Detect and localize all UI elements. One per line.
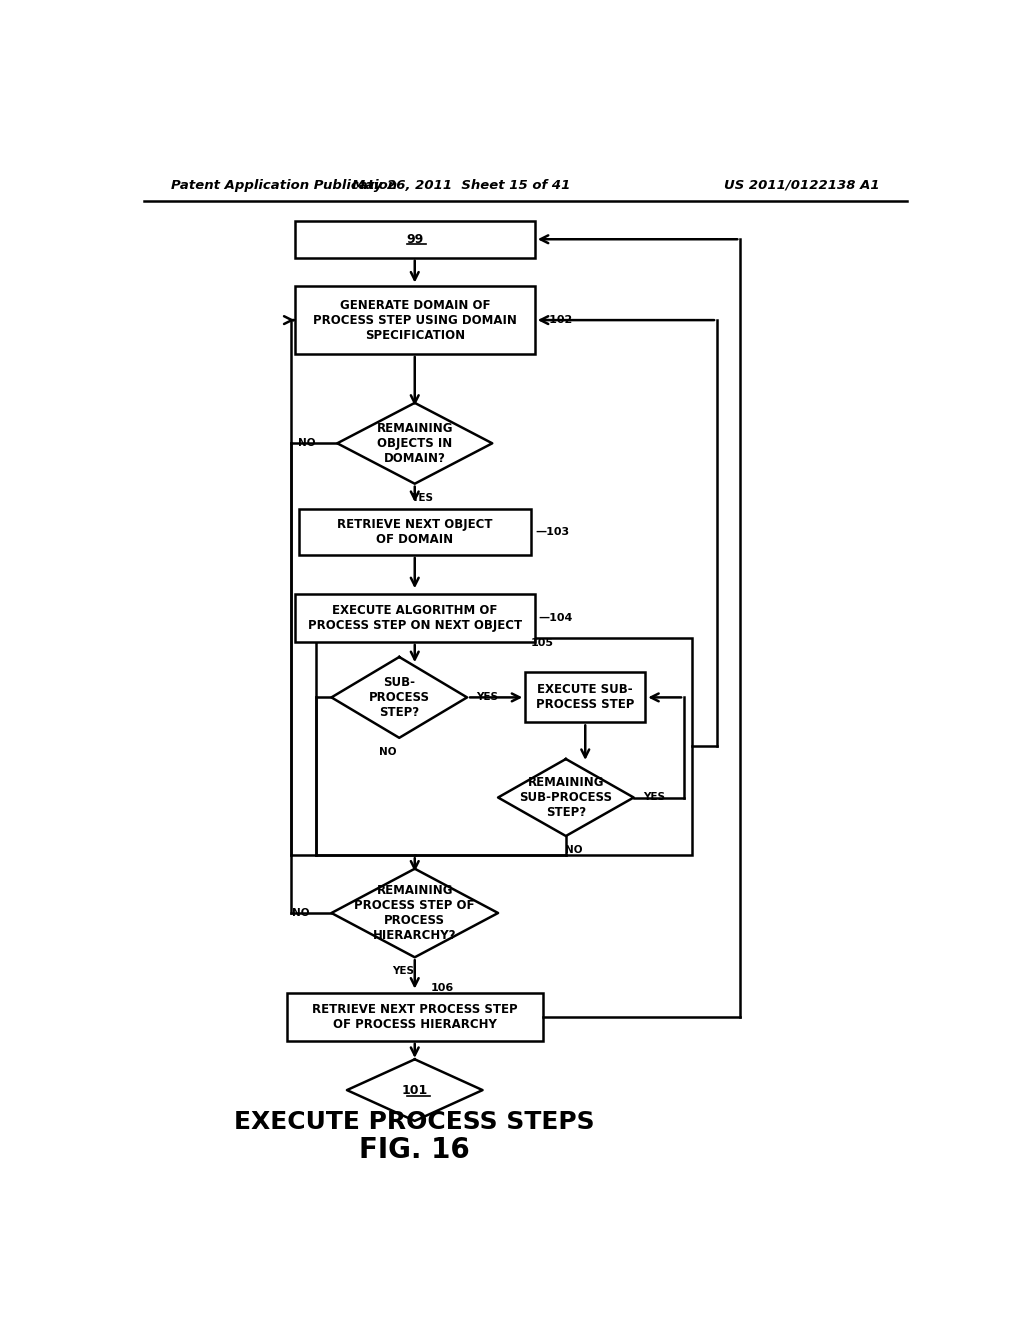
Text: REMAINING
SUB-PROCESS
STEP?: REMAINING SUB-PROCESS STEP? (519, 776, 612, 818)
Bar (295, 594, 535, 642)
Bar (295, 286, 535, 354)
Text: RETRIEVE NEXT OBJECT
OF DOMAIN: RETRIEVE NEXT OBJECT OF DOMAIN (337, 517, 493, 546)
Bar (316, 638, 692, 855)
Polygon shape (347, 1059, 482, 1121)
Text: NO: NO (298, 438, 315, 449)
Text: May 26, 2011  Sheet 15 of 41: May 26, 2011 Sheet 15 of 41 (352, 178, 570, 191)
Text: GENERATE DOMAIN OF
PROCESS STEP USING DOMAIN
SPECIFICATION: GENERATE DOMAIN OF PROCESS STEP USING DO… (312, 298, 517, 342)
Bar (295, 220, 535, 257)
Bar (287, 993, 543, 1040)
Text: YES: YES (412, 492, 433, 503)
Bar (525, 672, 645, 722)
Text: FIG. 16: FIG. 16 (359, 1137, 470, 1164)
Text: RETRIEVE NEXT PROCESS STEP
OF PROCESS HIERARCHY: RETRIEVE NEXT PROCESS STEP OF PROCESS HI… (312, 1003, 517, 1031)
Text: Patent Application Publication: Patent Application Publication (171, 178, 396, 191)
Polygon shape (337, 403, 493, 483)
Text: US 2011/0122138 A1: US 2011/0122138 A1 (724, 178, 880, 191)
Text: 105: 105 (531, 639, 554, 648)
Text: NO: NO (379, 747, 396, 756)
Text: NO: NO (565, 845, 583, 855)
Text: 101: 101 (401, 1084, 428, 1097)
Text: YES: YES (643, 792, 665, 803)
Bar (299, 508, 531, 554)
Text: —104: —104 (539, 612, 573, 623)
Text: NO: NO (292, 908, 309, 917)
Polygon shape (332, 657, 467, 738)
Text: EXECUTE ALGORITHM OF
PROCESS STEP ON NEXT OBJECT: EXECUTE ALGORITHM OF PROCESS STEP ON NEX… (307, 605, 522, 632)
Polygon shape (332, 869, 498, 957)
Text: —103: —103 (535, 527, 569, 537)
Polygon shape (498, 759, 634, 836)
Text: —102: —102 (539, 315, 573, 325)
Text: 106: 106 (430, 983, 454, 993)
Text: SUB-
PROCESS
STEP?: SUB- PROCESS STEP? (369, 676, 430, 719)
Text: YES: YES (476, 693, 499, 702)
Text: YES: YES (392, 966, 414, 975)
Text: EXECUTE PROCESS STEPS: EXECUTE PROCESS STEPS (234, 1110, 595, 1134)
Text: REMAINING
PROCESS STEP OF
PROCESS
HIERARCHY?: REMAINING PROCESS STEP OF PROCESS HIERAR… (354, 884, 475, 942)
Text: EXECUTE SUB-
PROCESS STEP: EXECUTE SUB- PROCESS STEP (536, 684, 635, 711)
Text: REMAINING
OBJECTS IN
DOMAIN?: REMAINING OBJECTS IN DOMAIN? (377, 422, 453, 465)
Text: 99: 99 (407, 232, 423, 246)
